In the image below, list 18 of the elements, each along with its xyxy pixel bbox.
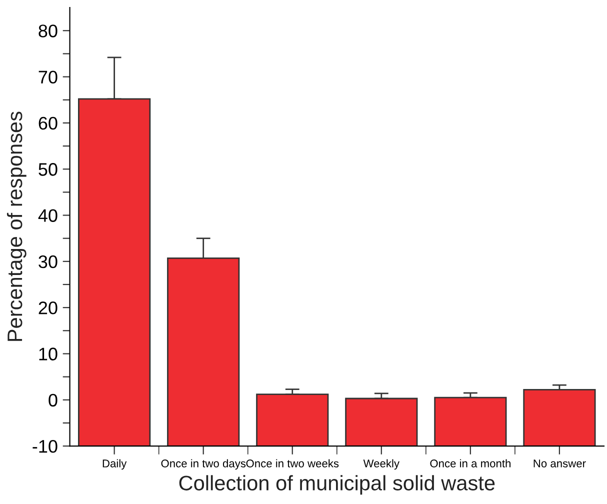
- x-axis-title: Collection of municipal solid waste: [179, 475, 495, 495]
- y-tick-label: 30: [38, 255, 58, 268]
- x-tick-label: Weekly: [363, 459, 400, 470]
- x-tick-label: Once in a month: [430, 459, 510, 468]
- x-tick-label: No answer: [534, 460, 586, 468]
- y-tick-label: 60: [38, 116, 58, 130]
- y-tick-label: 50: [38, 163, 58, 176]
- x-tick-label: Once in two weeks: [246, 459, 339, 468]
- y-tick-label: 40: [38, 209, 58, 222]
- x-tick-label: Once in two days: [161, 459, 246, 470]
- y-tick-label: 80: [38, 24, 58, 38]
- y-axis-title: Percentage of responses: [6, 112, 26, 341]
- y-tick-label: 70: [38, 70, 58, 84]
- y-tick-label: 0: [48, 394, 58, 407]
- x-tick-label: Daily: [102, 459, 127, 470]
- y-tick-label: 20: [38, 302, 58, 314]
- y-tick-label: 10: [39, 348, 58, 360]
- y-tick-label: -10: [32, 440, 58, 453]
